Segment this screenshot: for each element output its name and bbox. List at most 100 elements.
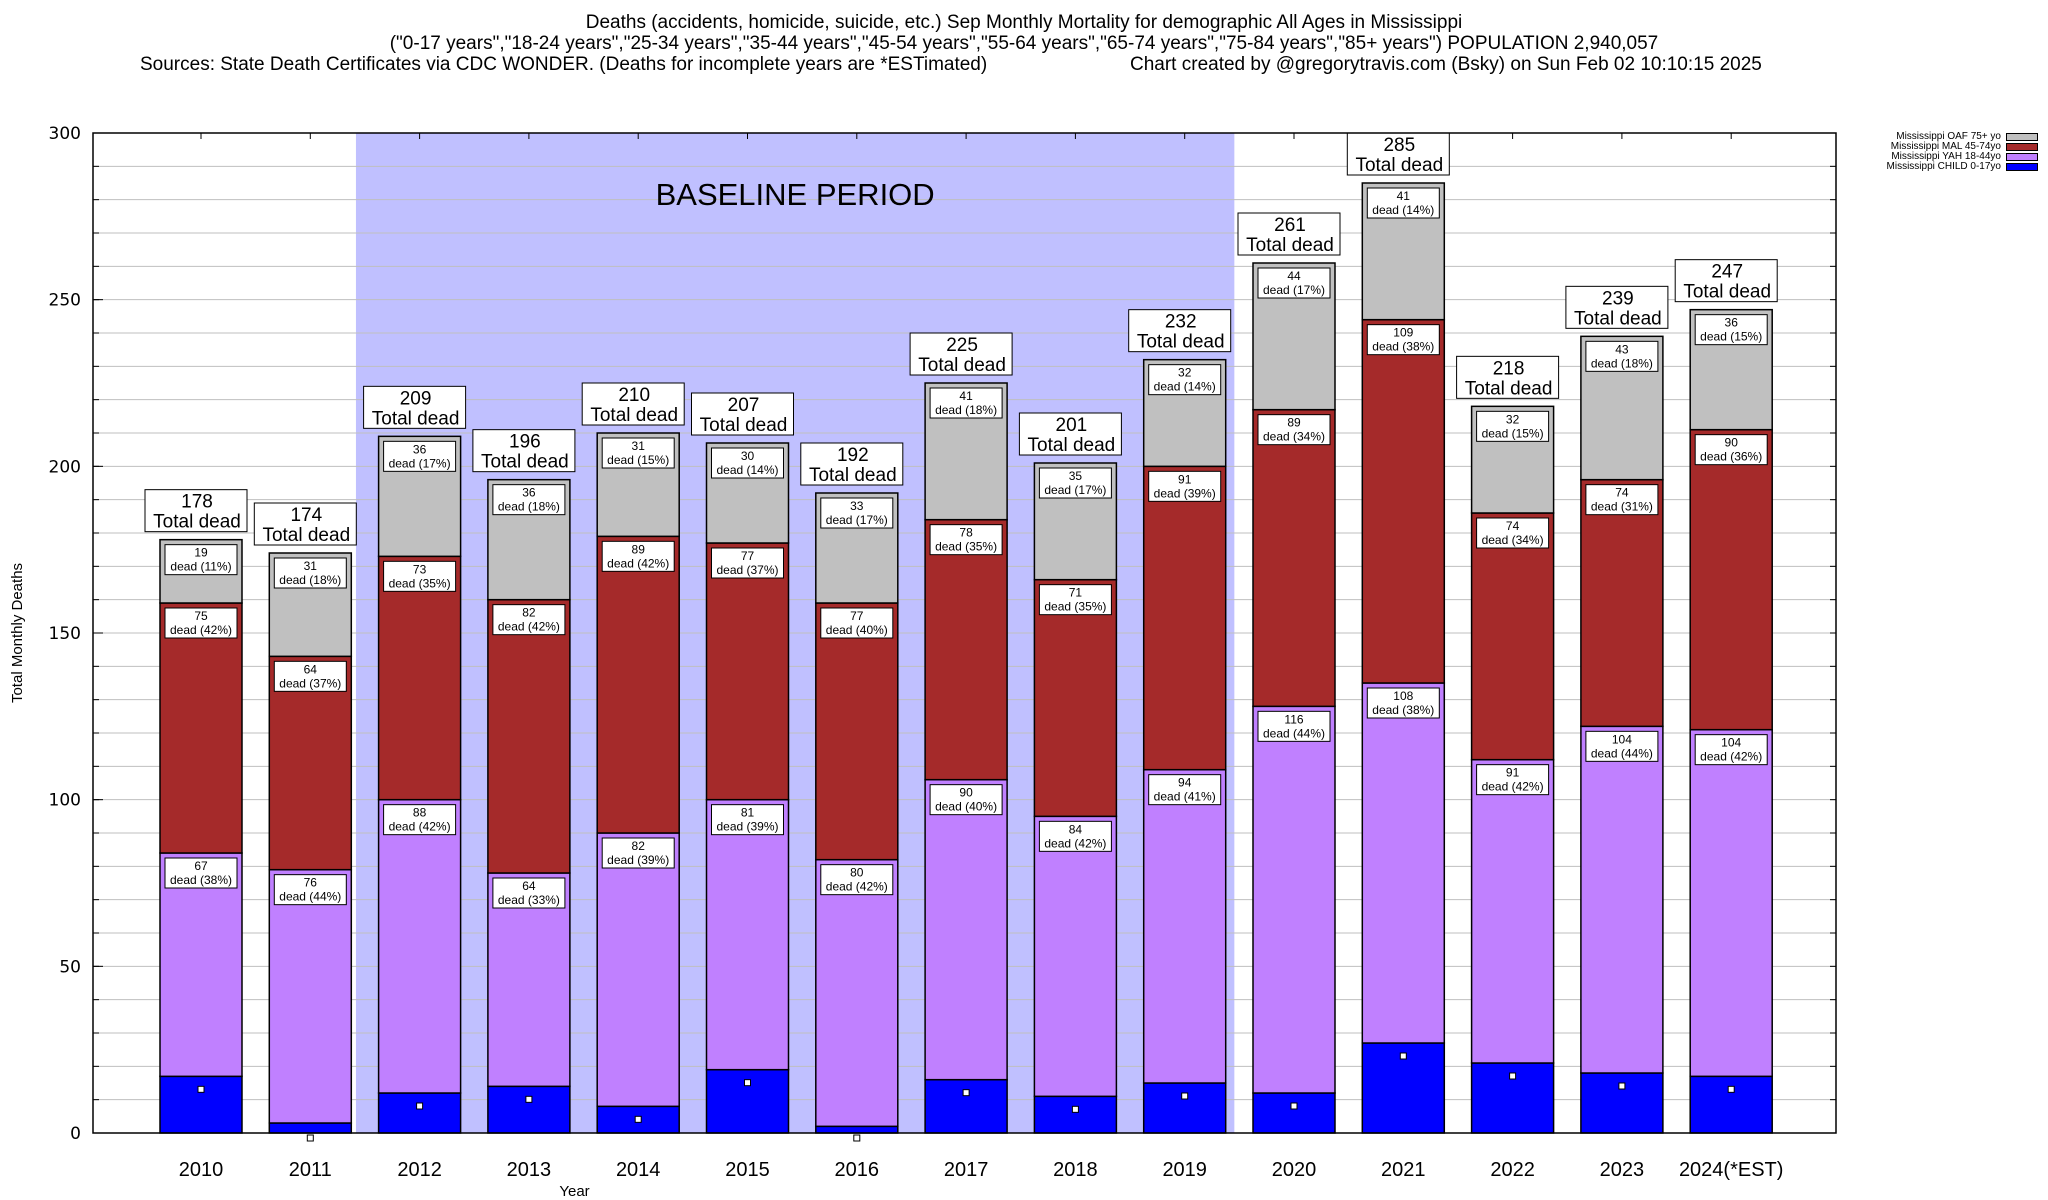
x-tick-label: 2019 bbox=[1162, 1159, 1207, 1181]
total-label-box bbox=[363, 385, 467, 429]
segment-label-value: 36 bbox=[522, 486, 536, 500]
bar-segment-mississippi-mal-45-74yo bbox=[487, 598, 571, 874]
bar-segment-mississippi-mal-45-74yo bbox=[924, 518, 1008, 781]
total-label-text: Total dead bbox=[262, 525, 350, 546]
segment-label-value: 36 bbox=[1725, 316, 1739, 330]
total-label-text: Total dead bbox=[809, 465, 897, 486]
segment-label-percent: dead (11%) bbox=[170, 560, 231, 574]
segment-label-box bbox=[820, 497, 894, 529]
segment-label-box bbox=[1148, 774, 1222, 806]
bar-segment-mississippi-child-0-17yo bbox=[815, 1125, 899, 1134]
segment-label-percent: dead (33%) bbox=[498, 893, 560, 907]
segment-label-value: 31 bbox=[304, 559, 318, 573]
segment-label-percent: dead (15%) bbox=[1482, 426, 1544, 440]
segment-label-value: 35 bbox=[1069, 469, 1083, 483]
bar-segment-mississippi-yah-18-44yo bbox=[924, 778, 1008, 1081]
segment-label-box bbox=[1038, 467, 1112, 499]
bar-segment-mississippi-yah-18-44yo bbox=[1033, 815, 1118, 1098]
segment-label-value: 94 bbox=[1178, 776, 1192, 790]
y-tick-label: 150 bbox=[49, 624, 81, 644]
segment-label-value: 43 bbox=[1615, 342, 1629, 356]
x-tick-label: 2011 bbox=[289, 1159, 332, 1181]
legend-swatch bbox=[2006, 163, 2038, 171]
segment-label-value: 89 bbox=[1287, 416, 1301, 430]
segment-label-value: 88 bbox=[413, 806, 427, 820]
segment-label-box bbox=[1366, 324, 1440, 356]
segment-label-percent: dead (39%) bbox=[1154, 486, 1216, 500]
segment-label-box bbox=[1585, 730, 1659, 762]
segment-label-box bbox=[1585, 340, 1659, 372]
segment-label-box bbox=[820, 864, 894, 896]
segment-label-value: 32 bbox=[1178, 366, 1192, 380]
segment-label-percent: dead (37%) bbox=[716, 563, 778, 577]
x-tick-label: 2013 bbox=[507, 1159, 552, 1181]
segment-label-box bbox=[383, 440, 457, 472]
total-label-value: 210 bbox=[618, 385, 650, 406]
bar-segment-mississippi-yah-18-44yo bbox=[487, 872, 571, 1088]
segment-label-box bbox=[1038, 584, 1112, 616]
segment-label-percent: dead (42%) bbox=[826, 880, 888, 894]
segment-label-value: 31 bbox=[632, 439, 646, 453]
segment-label-value: 41 bbox=[959, 389, 973, 403]
chart-title: Deaths (accidents, homicide, suicide, et… bbox=[585, 12, 1463, 33]
total-label-value: 178 bbox=[181, 492, 213, 513]
segment-label-box bbox=[929, 387, 1003, 419]
bar-segment-mississippi-yah-18-44yo bbox=[377, 798, 462, 1094]
y-tick-label: 300 bbox=[49, 124, 81, 144]
segment-label-percent: dead (18%) bbox=[279, 573, 341, 587]
segment-label-percent: dead (42%) bbox=[607, 556, 669, 570]
chart-credit: Chart created by @gregorytravis.com (Bsk… bbox=[1130, 54, 1762, 75]
segment-label-value: 89 bbox=[632, 542, 646, 556]
chart-subtitle: ("0-17 years","18-24 years","25-34 years… bbox=[389, 33, 1659, 54]
segment-label-percent: dead (42%) bbox=[1482, 780, 1544, 794]
segment-label-percent: dead (44%) bbox=[1263, 726, 1325, 740]
x-tick-label: 2022 bbox=[1490, 1159, 1535, 1181]
legend-swatch bbox=[2006, 153, 2038, 161]
segment-label-box bbox=[273, 557, 347, 589]
bar-segment-mississippi-child-0-17yo bbox=[268, 1122, 353, 1134]
legend-item: Mississippi CHILD 0-17yo bbox=[1887, 162, 2038, 172]
x-tick-label: 2010 bbox=[179, 1159, 224, 1181]
bar-segment-mississippi-child-0-17yo bbox=[159, 1075, 243, 1134]
total-label-value: 207 bbox=[728, 395, 760, 416]
bar-segment-mississippi-mal-45-74yo bbox=[705, 542, 790, 801]
segment-label-box bbox=[383, 560, 457, 592]
bar-segment-mississippi-mal-45-74yo bbox=[268, 655, 353, 871]
total-label-text: Total dead bbox=[1574, 308, 1662, 329]
segment-label-percent: dead (42%) bbox=[1700, 750, 1762, 764]
chart-sources: Sources: State Death Certificates via CD… bbox=[140, 54, 988, 75]
segment-label-value: 75 bbox=[194, 609, 208, 623]
segment-label-percent: dead (14%) bbox=[1372, 203, 1434, 217]
segment-label-box bbox=[273, 660, 347, 692]
child-marker bbox=[1509, 1072, 1517, 1080]
segment-label-value: 90 bbox=[1725, 436, 1739, 450]
segment-label-box bbox=[1366, 187, 1440, 219]
total-label-text: Total dead bbox=[1465, 378, 1553, 399]
segment-label-value: 77 bbox=[850, 609, 864, 623]
segment-label-box bbox=[1257, 710, 1331, 742]
y-tick-label: 50 bbox=[59, 957, 81, 977]
bar-segment-mississippi-mal-45-74yo bbox=[1689, 428, 1773, 731]
segment-label-value: 19 bbox=[194, 546, 208, 560]
total-label-box bbox=[800, 442, 904, 486]
legend-label: Mississippi MAL 45-74yo bbox=[1890, 141, 2001, 152]
segment-label-value: 44 bbox=[1287, 269, 1301, 283]
legend-label: Mississippi OAF 75+ yo bbox=[1896, 131, 2001, 142]
segment-label-box bbox=[383, 804, 457, 836]
segment-label-value: 73 bbox=[413, 562, 427, 576]
bar-segment-mississippi-mal-45-74yo bbox=[1142, 465, 1227, 771]
x-tick-label: 2015 bbox=[725, 1159, 770, 1181]
total-label-value: 247 bbox=[1711, 262, 1743, 283]
segment-label-percent: dead (38%) bbox=[1372, 340, 1434, 354]
bar-segment-mississippi-mal-45-74yo bbox=[1033, 578, 1118, 818]
segment-label-value: 104 bbox=[1721, 736, 1741, 750]
child-marker bbox=[197, 1085, 205, 1093]
segment-label-percent: dead (38%) bbox=[1372, 703, 1434, 717]
y-tick-label: 0 bbox=[70, 1124, 81, 1144]
segment-label-percent: dead (39%) bbox=[716, 820, 778, 834]
segment-label-percent: dead (35%) bbox=[389, 576, 451, 590]
total-label-box bbox=[691, 392, 794, 436]
chart-legend: Mississippi OAF 75+ yo Mississippi MAL 45… bbox=[1887, 132, 2038, 172]
child-marker bbox=[525, 1095, 533, 1103]
segment-label-box bbox=[1038, 820, 1112, 852]
